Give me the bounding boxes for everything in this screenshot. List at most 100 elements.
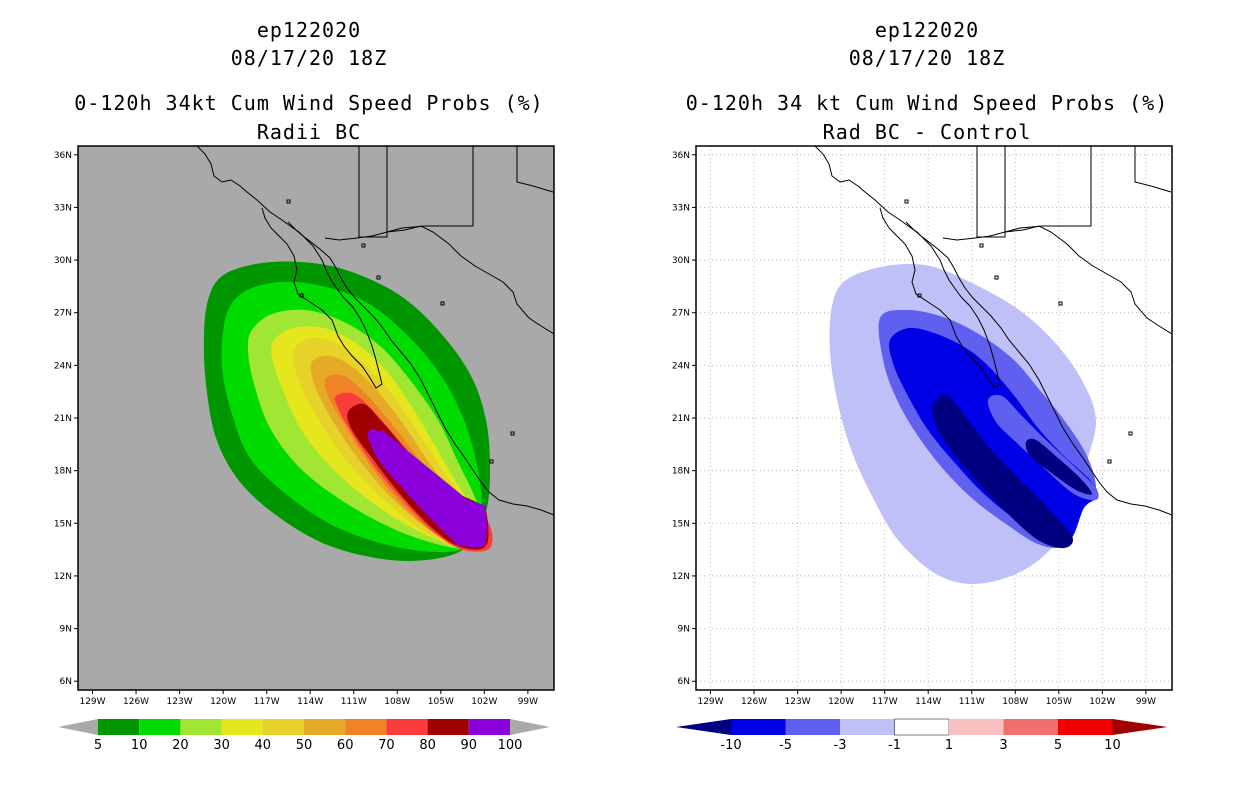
colorbar-high-triangle [1112,719,1168,735]
coastline [905,221,1172,516]
colorbar-label: 100 [498,738,523,753]
lon-label: 114W [915,697,941,707]
colorbar-low-triangle [676,719,731,735]
colorbar-label: 40 [255,738,272,753]
lat-label: 6N [60,677,72,687]
lat-label: 9N [60,625,72,635]
island [440,301,445,306]
island [299,293,304,298]
plot-title: 0-120h 34 kt Cum Wind Speed Probs (%) [685,91,1169,115]
coastline [1004,146,1092,233]
probability-map: 36N 33N 30N 27N 24N 21N 18N 15N 12N 9N 6N 129W 126W 1… [54,145,555,753]
colorbar-swatch [1058,719,1113,735]
colorbar-label: 50 [296,738,313,753]
colorbar-swatch [345,719,387,735]
colorbar-swatch [731,719,786,735]
colorbar-swatch [785,719,840,735]
lon-label: 102W [471,697,497,707]
lon-label: 99W [1136,697,1156,707]
probability-band-max [372,430,486,546]
date-time: 08/17/20 18Z [230,46,388,70]
lat-label: 36N [54,151,72,161]
coastlines [196,146,554,516]
colorbar-label: -10 [720,738,741,753]
colorbar-label: 80 [419,738,436,753]
island [489,459,494,464]
colorbar-label: 10 [1104,738,1121,753]
plot-subtitle: Rad BC - Control [822,120,1032,144]
island [1107,459,1112,464]
island [361,243,366,248]
lat-label: 15N [672,519,690,529]
colorbar-swatch [180,719,222,735]
lon-label: 99W [518,697,538,707]
date-time: 08/17/20 18Z [848,46,1006,70]
colorbar-label: 60 [337,738,354,753]
colorbar-swatch [98,719,140,735]
lat-label: 24N [672,361,690,371]
island [1058,301,1063,306]
difference-band [1025,438,1093,495]
colorbar: 5 10 20 30 40 50 60 70 80 90 100 [58,719,550,753]
colorbar-label: -5 [779,738,792,753]
colorbar: -10 -5 -3 -1 1 3 5 10 [676,718,1168,753]
coastline [358,146,388,238]
lon-label: 120W [828,697,854,707]
island [376,275,381,280]
lon-label: 108W [1002,697,1028,707]
colorbar-label: 70 [378,738,395,753]
colorbar-high-triangle [510,719,550,735]
storm-id: ep122020 [874,18,980,42]
coastline [976,146,1006,238]
colorbar-swatch [427,719,469,735]
lat-label: 6N [678,677,690,687]
lat-label: 18N [54,467,72,477]
lon-label: 114W [297,697,323,707]
lon-label: 123W [785,697,811,707]
colorbar-swatch [468,719,510,735]
lat-label: 33N [672,203,690,213]
colorbar-swatch [262,719,304,735]
difference-contours [829,263,1099,584]
lat-label: 18N [672,467,690,477]
coastline [386,146,474,233]
lon-label: 117W [254,697,280,707]
island [979,243,984,248]
coastline [516,146,554,193]
difference-band [932,395,1073,549]
island [1128,431,1133,436]
coastline [942,225,1172,335]
lon-label: 126W [123,697,149,707]
lat-label: 30N [672,256,690,266]
colorbar-label: 30 [213,738,230,753]
colorbar-swatch [304,719,346,735]
colorbar-swatch [1003,719,1058,735]
colorbar-label: 90 [461,738,478,753]
lat-label: 21N [672,414,690,424]
coastline [324,225,554,335]
probability-contours [203,261,493,561]
colorbar-swatch [139,719,181,735]
coastline [1134,146,1172,193]
lon-label: 108W [384,697,410,707]
colorbar-swatch [894,718,950,736]
coastline [287,221,554,516]
colorbar-swatch [949,719,1004,735]
island [286,199,291,204]
lat-label: 9N [678,625,690,635]
lat-label: 15N [54,519,72,529]
colorbar-swatch [221,719,263,735]
difference-band [889,327,1099,544]
lat-label: 36N [672,151,690,161]
colorbar-label: -3 [834,738,847,753]
lat-label: 30N [54,256,72,266]
lon-label: 123W [167,697,193,707]
lon-label: 129W [79,697,105,707]
storm-id: ep122020 [256,18,362,42]
island [510,431,515,436]
right-panel: ep122020 08/17/20 18Z 0-120h 34 kt Cum W… [618,0,1236,800]
plot-title: 0-120h 34kt Cum Wind Speed Probs (%) [74,91,544,115]
island [917,293,922,298]
coastline [814,146,1001,389]
coastline [196,146,383,389]
